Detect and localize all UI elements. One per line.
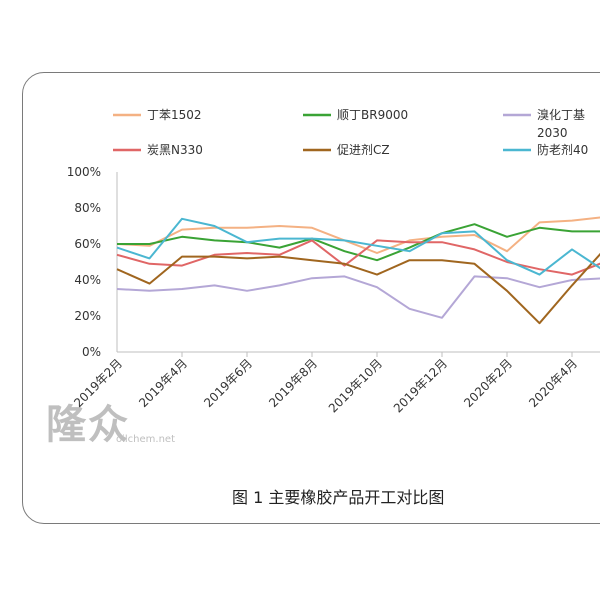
chart-frame <box>22 72 600 524</box>
x-tick-label: 2019年6月 <box>201 356 255 410</box>
series-line <box>116 217 600 276</box>
series-line <box>116 252 600 325</box>
series-line <box>116 275 600 319</box>
y-tick-label: 80% <box>74 201 101 215</box>
legend-label: 炭黑N330 <box>147 143 203 157</box>
y-tick-labels: 0% 20% 40% 60% 80% 100% <box>67 165 101 359</box>
watermark-en: oilchem.net <box>116 434 175 445</box>
watermark-logo: 隆众 oilchem.net <box>46 392 175 450</box>
legend-label: 促进剂CZ <box>337 142 390 157</box>
y-tick-label: 100% <box>67 165 101 179</box>
series-line <box>116 216 600 254</box>
y-tick-label: 60% <box>74 237 101 251</box>
legend-label-continuation: 2030 <box>537 126 568 140</box>
figure-caption: 图 1 主要橡胶产品开工对比图 <box>232 488 445 507</box>
y-tick-label: 20% <box>74 309 101 323</box>
y-tick-label: 40% <box>74 273 101 287</box>
x-tick-label: 2019年2月 <box>71 356 125 410</box>
legend-label: 防老剂40 <box>537 142 588 157</box>
chart-axes <box>116 172 600 357</box>
x-tick-label: 2019年10月 <box>326 356 385 415</box>
series-line <box>117 223 600 262</box>
legend-label: 溴化丁基 <box>537 108 585 122</box>
legend-label: 丁苯1502 <box>147 108 202 122</box>
x-tick-label: 2020年2月 <box>461 356 515 410</box>
series-line <box>116 239 600 276</box>
x-tick-labels: 2019年2月 2019年4月 2019年6月 2019年8月 2019年10月 2019… <box>71 356 580 415</box>
x-tick-label: 2019年4月 <box>136 356 190 410</box>
watermark-cn: 隆众 <box>46 402 130 448</box>
y-tick-label: 0% <box>82 345 101 359</box>
chart-series <box>116 216 600 325</box>
x-tick-label: 2019年12月 <box>391 356 450 415</box>
x-tick-label: 2020年4月 <box>526 356 580 410</box>
legend-label: 顺丁BR9000 <box>337 108 408 122</box>
x-tick-label: 2019年8月 <box>266 356 320 410</box>
